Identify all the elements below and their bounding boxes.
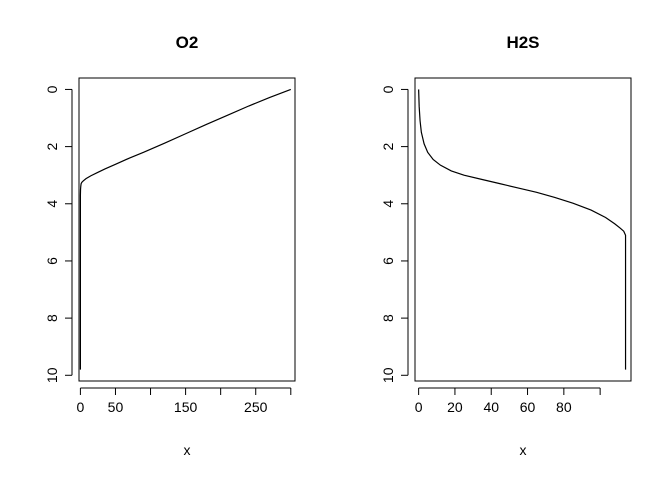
- o2-y-tick-label: 6: [44, 257, 60, 265]
- h2s-x-axis: 0 20 40 60 80: [415, 387, 601, 415]
- o2-x-tick-label: 0: [77, 399, 85, 415]
- h2s-x-tick-label: 60: [520, 399, 536, 415]
- o2-y-tick-label: 8: [44, 314, 60, 322]
- o2-y-axis: 0 2 4 6 8 10: [44, 85, 73, 383]
- o2-y-tick-label: 10: [44, 367, 60, 383]
- h2s-y-tick-label: 8: [380, 314, 396, 322]
- h2s-profile-line: [418, 89, 627, 370]
- h2s-series: [418, 89, 627, 370]
- o2-y-tick-label: 2: [44, 143, 60, 151]
- h2s-plot-frame: [414, 77, 632, 382]
- h2s-y-tick-label: 0: [380, 85, 396, 93]
- o2-x-tick-label: 250: [244, 399, 268, 415]
- h2s-panel: H2S 0 20 40 60 80 0 2 4 6 8 10 x: [380, 33, 632, 458]
- h2s-x-tick-label: 20: [447, 399, 463, 415]
- o2-panel: O2 0 50 150 250 0 2 4 6 8 10 x: [44, 33, 296, 458]
- h2s-x-tick-label: 0: [415, 399, 423, 415]
- h2s-x-axis-label: x: [520, 442, 527, 458]
- o2-x-tick-label: 150: [174, 399, 198, 415]
- o2-x-axis-label: x: [184, 442, 191, 458]
- o2-plot-frame: [78, 77, 296, 382]
- h2s-x-tick-label: 40: [483, 399, 499, 415]
- h2s-y-tick-label: 2: [380, 143, 396, 151]
- o2-x-axis: 0 50 150 250: [77, 387, 292, 415]
- o2-profile-line: [79, 88, 292, 370]
- o2-title: O2: [176, 33, 199, 52]
- o2-y-tick-label: 0: [44, 85, 60, 93]
- h2s-y-tick-label: 10: [380, 367, 396, 383]
- h2s-title: H2S: [506, 33, 539, 52]
- o2-y-tick-label: 4: [44, 200, 60, 208]
- h2s-y-tick-label: 6: [380, 257, 396, 265]
- o2-series: [79, 88, 292, 370]
- o2-x-tick-label: 50: [108, 399, 124, 415]
- h2s-x-tick-label: 80: [556, 399, 572, 415]
- h2s-y-tick-label: 4: [380, 200, 396, 208]
- h2s-y-axis: 0 2 4 6 8 10: [380, 85, 409, 383]
